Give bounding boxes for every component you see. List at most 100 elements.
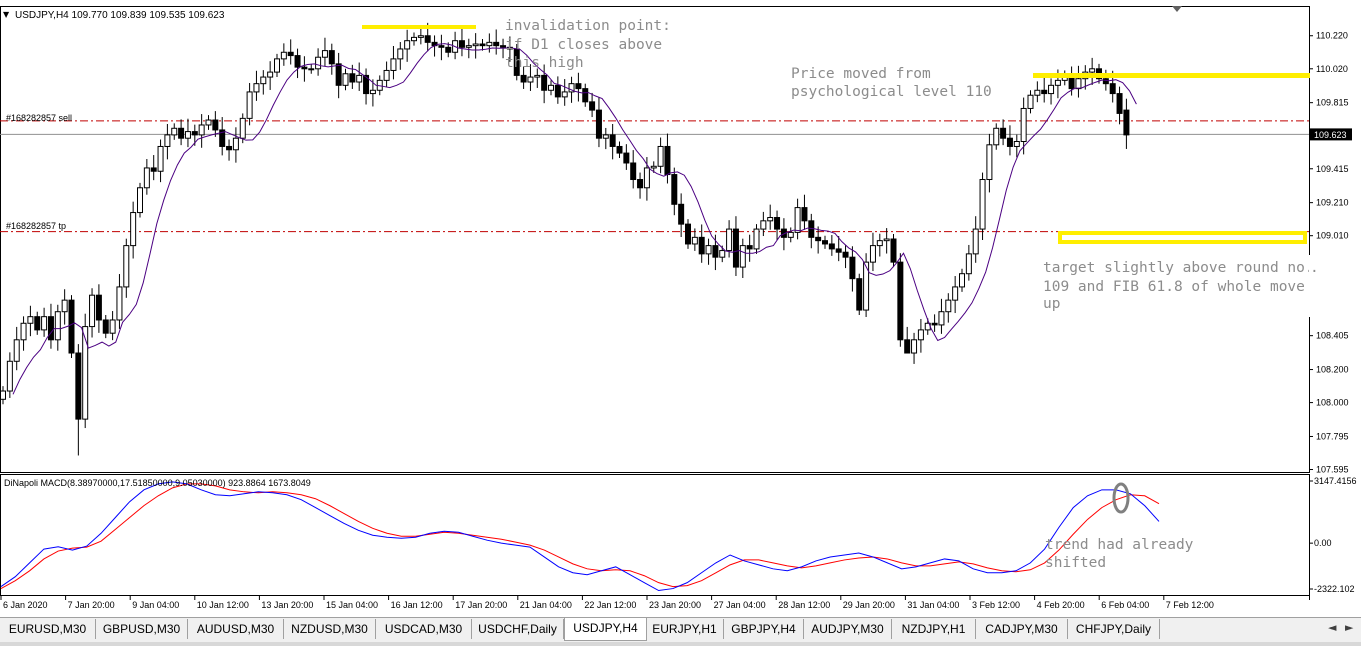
tab-audjpy-m30[interactable]: AUDJPY,M30 [804,619,892,639]
candle [637,172,644,199]
time-tick-label: 21 Jan 04:00 [520,600,572,610]
candle [280,43,287,66]
target-note-overflow: . [1310,260,1319,276]
candle [164,123,171,160]
macd-header: DiNapoli MACD(8.38970000,17.51850000,9.0… [4,478,311,488]
tab-nzdusd-m30[interactable]: NZDUSD,M30 [284,619,376,639]
candle [876,233,883,257]
tab-eurusd-m30[interactable]: EURUSD,M30 [0,619,96,639]
candle [102,315,109,339]
time-tick-label: 27 Jan 04:00 [714,600,766,610]
candle [1013,134,1020,158]
candle [616,141,623,159]
candle [691,228,698,251]
tab-usdchf-daily[interactable]: USDCHF,Daily [472,619,564,639]
tab-scroll-right-icon[interactable]: ► [1345,621,1354,634]
candle [363,68,370,105]
time-tick-label: 15 Jan 04:00 [326,600,378,610]
candle [842,245,849,269]
candle [595,97,602,148]
candle [130,201,137,259]
macd-tick-label: 0.00 [1314,538,1332,548]
tab-chfjpy-daily[interactable]: CHFJPY,Daily [1068,619,1160,639]
candle [0,386,6,405]
time-tick-label: 7 Feb 12:00 [1166,600,1214,610]
invalidation-note-line3: this high [505,55,584,71]
candle [315,48,322,76]
candle [650,161,657,173]
price-panel-frame [0,6,1310,473]
candle [397,42,404,70]
candle [1020,97,1027,155]
candle [246,83,253,126]
target-note-line1: target slightly above round no. [1043,260,1314,276]
candle [787,227,794,243]
tab-gbpjpy-h4[interactable]: GBPJPY,H4 [724,619,804,639]
candle [61,289,68,325]
candle [671,167,678,216]
tab-cadjpy-m30[interactable]: CADJPY,M30 [976,619,1068,639]
horizontal-scrollbar[interactable] [0,642,1361,646]
invalidation-note-line1: invalidation point: [505,18,671,34]
candle [239,113,246,144]
time-tick-label: 6 Jan 2020 [3,600,48,610]
candle [575,72,582,102]
candle [143,159,150,195]
price-tick-label: 109.815 [1316,98,1349,108]
candle [308,63,315,74]
candle [137,182,143,218]
trend-note-line2: shifted [1045,555,1106,571]
candlestick-series [0,22,1130,456]
candle [630,150,637,189]
candle [219,117,226,156]
candle [41,307,48,337]
candle [869,232,876,272]
candle [911,332,918,364]
candle [541,64,548,104]
candle [554,76,561,104]
tab-nzdjpy-h1[interactable]: NZDJPY,H1 [892,619,976,639]
price-tick-label: 109.210 [1316,198,1349,208]
psych-note-line2: psychological level 110 [791,84,992,100]
candle [171,123,178,140]
price-tick-label: 108.000 [1316,398,1349,408]
tab-scroll-left-icon[interactable]: ◄ [1328,621,1337,634]
price-tick-label: 108.405 [1316,331,1349,341]
candle [986,133,993,193]
target-note-line3: up [1043,296,1060,312]
macd-main-line [0,481,1160,592]
target-highlight-box [1058,231,1307,244]
candle [534,68,541,88]
shift-marker-icon[interactable] [1172,6,1182,12]
candle [774,210,781,240]
macd-cross-circle [1112,482,1130,514]
tab-audusd-m30[interactable]: AUDUSD,M30 [188,619,284,639]
candle [828,235,835,256]
candle [465,38,472,59]
candle [952,276,959,314]
candle [959,268,965,292]
candle [965,244,972,281]
tab-usdcad-m30[interactable]: USDCAD,M30 [376,619,472,639]
candle [979,172,986,240]
candle [938,298,945,334]
price-tick-label: 109.415 [1316,164,1349,174]
tab-usdjpy-h4[interactable]: USDJPY,H4 [564,618,647,641]
macd-tick-label: -2322.102 [1314,584,1355,594]
tab-eurjpy-h1[interactable]: EURJPY,H1 [646,619,724,639]
candle [390,45,397,80]
macd-tick-label: 3147.4156 [1314,476,1357,486]
tab-gbpusd-m30[interactable]: GBPUSD,M30 [96,619,188,639]
candle [678,193,685,238]
candle [794,198,801,240]
candle [993,123,1000,150]
header-arrow-icon[interactable]: ▼ [3,10,10,19]
candle [321,37,328,67]
sell-order-label: #168282857 sell [6,113,72,123]
candle [561,79,568,106]
price-tick-label: 107.595 [1316,465,1349,475]
candle [1089,57,1096,85]
candle [609,123,616,160]
candle [589,92,596,118]
